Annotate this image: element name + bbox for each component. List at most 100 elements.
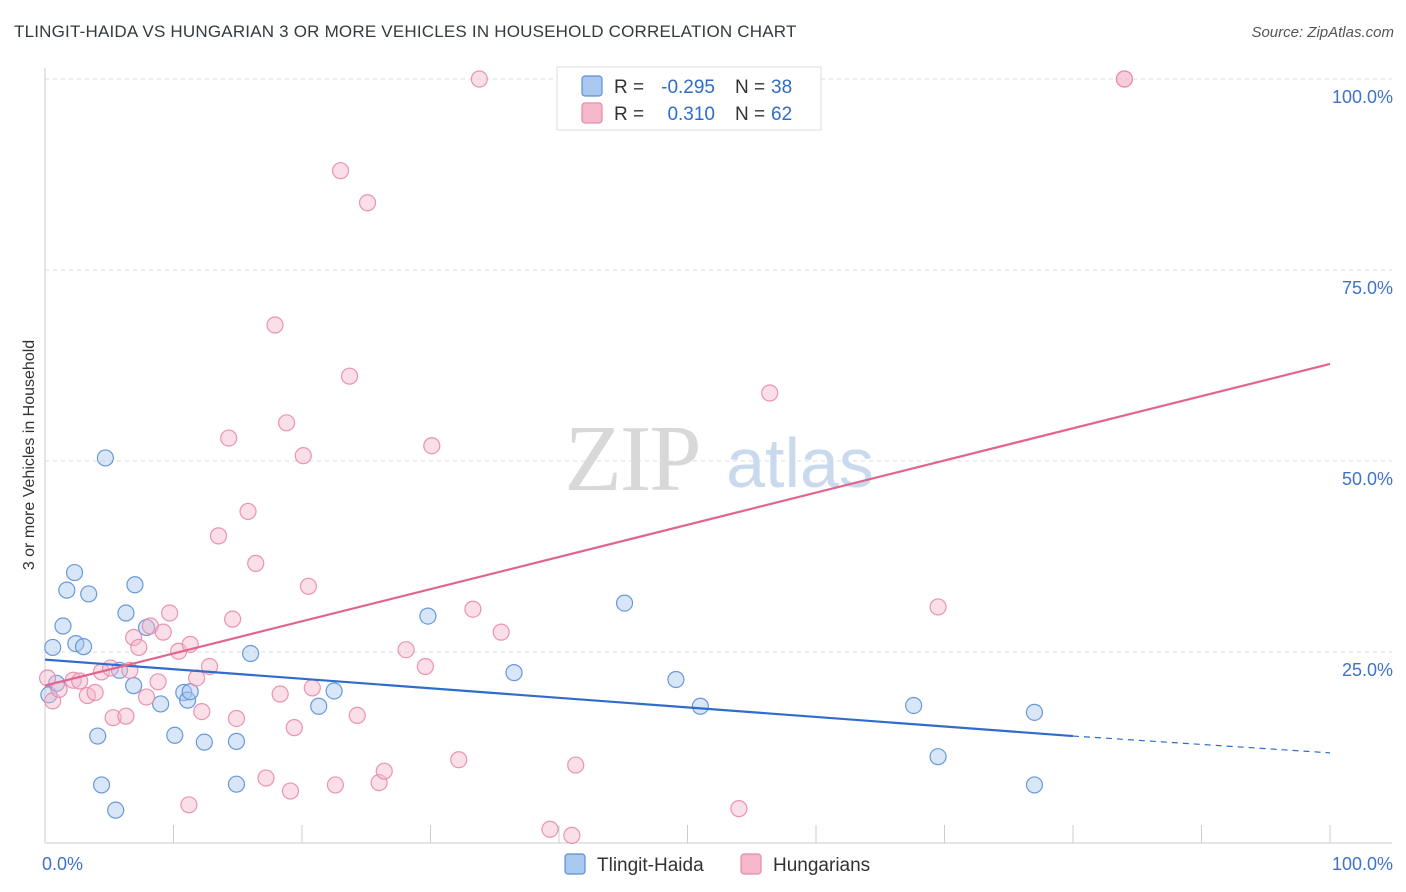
point-hungarians — [220, 429, 238, 447]
point-hungarians — [492, 623, 510, 641]
point-hungarians — [567, 756, 585, 774]
series-tlingit-haida — [40, 449, 1044, 819]
point-tlingit-haida — [126, 576, 144, 594]
point-hungarians — [416, 657, 434, 676]
y-tick-label: 50.0% — [1342, 469, 1393, 489]
point-hungarians — [125, 628, 143, 647]
point-hungarians — [326, 776, 345, 794]
point-tlingit-haida — [1025, 776, 1044, 794]
point-hungarians — [266, 316, 284, 334]
point-hungarians — [294, 447, 312, 465]
trend-lines — [44, 362, 1331, 754]
point-tlingit-haida — [905, 696, 923, 715]
point-tlingit-haida — [181, 683, 199, 701]
legend-n-value-0: 38 — [771, 77, 792, 98]
bottom-legend-label-hungarians: Hungarians — [773, 855, 870, 876]
legend-r-value-1: 0.310 — [667, 104, 715, 125]
point-hungarians — [1115, 70, 1134, 88]
trend-line-hungarians — [44, 362, 1331, 687]
point-hungarians — [929, 598, 947, 616]
point-hungarians — [541, 820, 559, 838]
point-hungarians — [247, 554, 265, 572]
point-tlingit-haida — [195, 733, 213, 751]
point-tlingit-haida — [325, 682, 343, 700]
point-hungarians — [239, 502, 257, 521]
trend-line-tlingit-haida-extension — [1072, 735, 1331, 754]
legend-n-label-1: N = — [735, 104, 765, 125]
point-tlingit-haida — [92, 776, 111, 794]
point-tlingit-haida — [152, 695, 170, 713]
point-hungarians — [375, 762, 393, 780]
point-tlingit-haida — [54, 617, 72, 635]
point-tlingit-haida — [227, 732, 246, 750]
source-credit: Source: ZipAtlas.com — [1251, 24, 1394, 41]
legend-r-value-0: -0.295 — [661, 77, 715, 98]
point-hungarians — [193, 702, 211, 721]
point-hungarians — [563, 826, 581, 844]
point-hungarians — [423, 437, 441, 455]
point-hungarians — [137, 688, 156, 706]
point-hungarians — [470, 70, 488, 88]
point-hungarians — [358, 194, 377, 212]
chart-title: TLINGIT-HAIDA VS HUNGARIAN 3 OR MORE VEH… — [14, 22, 797, 41]
point-tlingit-haida — [505, 664, 523, 682]
point-tlingit-haida — [58, 581, 76, 599]
point-tlingit-haida — [310, 697, 328, 715]
y-tick-label: 25.0% — [1342, 660, 1393, 680]
bottom-legend-swatch-tlingit-haida — [564, 853, 586, 875]
point-tlingit-haida — [65, 563, 84, 582]
legend-r-label-1: R = — [614, 104, 644, 125]
point-hungarians — [761, 384, 779, 402]
point-hungarians — [397, 641, 415, 659]
point-hungarians — [227, 709, 246, 728]
correlation-legend: R = -0.295 N = 38 R = 0.310 N = 62 — [556, 66, 822, 131]
point-hungarians — [331, 162, 350, 180]
point-hungarians — [464, 600, 482, 618]
x-tick-label-max: 100.0% — [1332, 854, 1393, 874]
point-hungarians — [299, 577, 318, 595]
point-hungarians — [285, 719, 303, 737]
trend-line-tlingit-haida — [44, 658, 1074, 738]
point-tlingit-haida — [929, 748, 947, 766]
point-tlingit-haida — [107, 801, 125, 819]
bottom-legend-swatch-hungarians — [740, 853, 762, 875]
legend-swatch-hungarians — [581, 102, 603, 124]
point-tlingit-haida — [419, 607, 437, 625]
point-tlingit-haida — [166, 726, 184, 744]
point-hungarians — [86, 683, 104, 702]
point-tlingit-haida — [96, 449, 114, 467]
point-hungarians — [277, 414, 296, 432]
point-hungarians — [257, 769, 275, 787]
point-tlingit-haida — [667, 670, 685, 689]
point-tlingit-haida — [125, 677, 143, 695]
series-hungarians — [38, 70, 1134, 844]
point-hungarians — [340, 367, 359, 385]
point-hungarians — [450, 751, 468, 769]
legend-r-label-0: R = — [614, 77, 644, 98]
grid-lines — [45, 78, 1392, 653]
point-hungarians — [224, 610, 242, 628]
bottom-legend-label-tlingit-haida: Tlingit-Haida — [597, 855, 704, 876]
point-tlingit-haida — [89, 727, 107, 745]
point-tlingit-haida — [615, 594, 634, 612]
axes — [44, 68, 1392, 844]
legend-n-label-0: N = — [735, 77, 765, 98]
point-hungarians — [730, 800, 748, 818]
point-hungarians — [281, 782, 300, 800]
point-hungarians — [149, 673, 167, 691]
point-tlingit-haida — [242, 644, 260, 663]
point-hungarians — [348, 706, 366, 725]
watermark-zip: ZIP — [565, 407, 700, 511]
x-tick-label-min: 0.0% — [42, 854, 83, 874]
point-tlingit-haida — [44, 638, 62, 657]
watermark-atlas: atlas — [726, 424, 874, 502]
point-hungarians — [117, 707, 135, 725]
legend-n-value-1: 62 — [771, 104, 792, 125]
point-hungarians — [180, 796, 198, 814]
legend-swatch-tlingit-haida — [581, 75, 603, 97]
series-legend: Tlingit-Haida Hungarians — [564, 853, 870, 876]
point-hungarians — [154, 623, 172, 641]
point-tlingit-haida — [74, 638, 93, 656]
point-tlingit-haida — [691, 697, 709, 715]
